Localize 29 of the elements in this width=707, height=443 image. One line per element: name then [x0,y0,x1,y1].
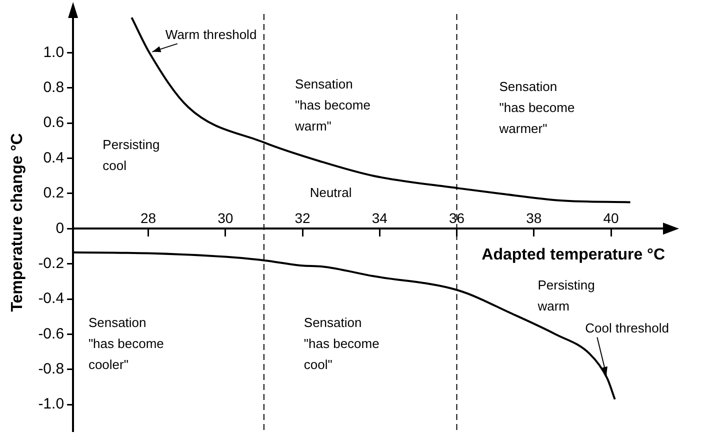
x-axis-title: Adapted temperature °C [482,246,666,264]
y-tick-label: -0.8 [38,360,64,378]
y-axis-title: Temperature change °C [9,132,26,312]
y-tick-label: 0 [56,220,64,237]
x-tick-label: 38 [526,210,542,226]
x-tick-label: 34 [372,210,388,226]
annotation: Sensation "has become warm" [294,76,370,134]
x-tick-label: 40 [603,210,620,226]
annotation: Persisting cool [102,137,160,174]
y-tick-label: 0.8 [43,79,64,96]
y-tick-label: 0.4 [43,149,64,166]
y-tick-label: -0.6 [38,325,64,342]
x-tick-label: 32 [294,210,310,226]
x-tick-label: 30 [218,210,234,226]
y-tick-label: 0.6 [43,114,64,132]
annotation: Sensation "has become cooler" [88,314,164,372]
y-tick-label: -0.2 [38,254,64,272]
x-tick-label: 36 [448,210,465,226]
series-label: Cool threshold [585,320,669,336]
y-tick-label: 0.2 [43,184,64,202]
annotation: Sensation "has become cool" [304,314,380,372]
y-tick-label: 1.0 [43,44,64,61]
annotation: Persisting warm [536,278,595,314]
x-tick-label: 28 [140,210,156,226]
y-tick-label: -0.4 [38,290,64,308]
annotation: Sensation "has become warmer" [498,78,575,136]
y-tick-label: -1.0 [38,396,64,413]
series-label: Warm threshold [165,26,257,42]
annotation: Neutral [310,185,352,200]
